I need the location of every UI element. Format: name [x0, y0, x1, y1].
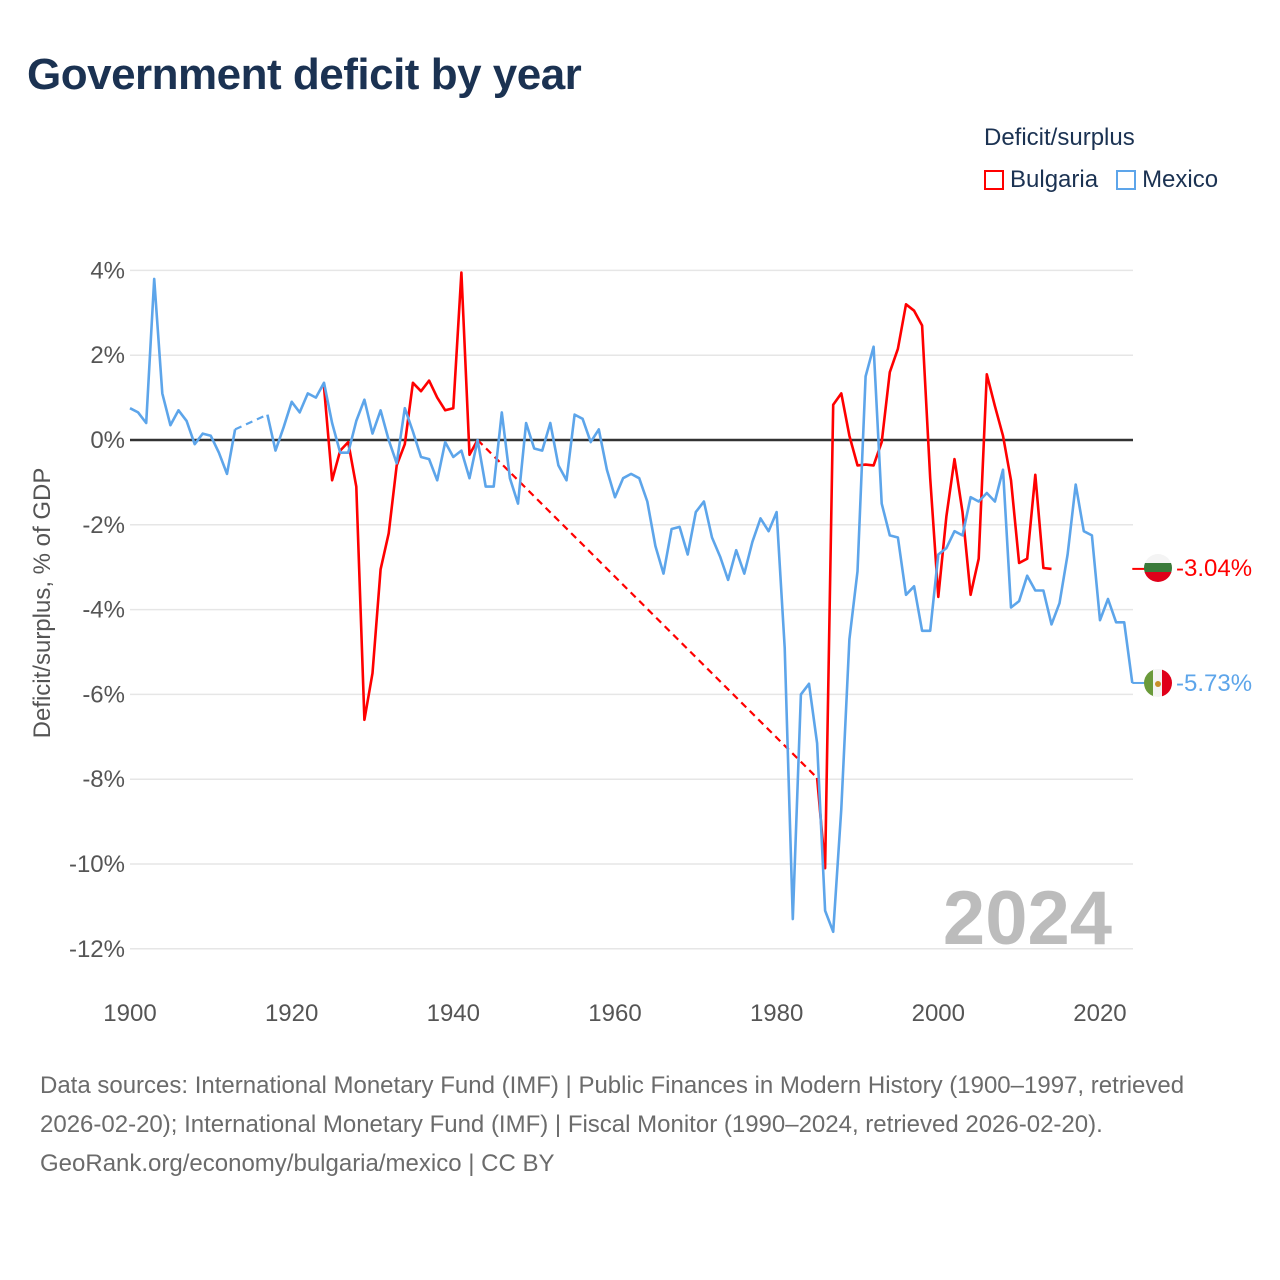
bulgaria-flag — [1144, 554, 1172, 582]
mexico-gap-line — [234, 413, 268, 431]
x-tick-label: 1940 — [427, 1000, 480, 1027]
mexico-line — [129, 277, 1134, 934]
y-tick-label: 4% — [90, 257, 125, 284]
legend-title: Deficit/surplus — [984, 124, 1135, 151]
y-tick-label: 2% — [90, 342, 125, 369]
legend-item-bulgaria[interactable]: Bulgaria — [984, 166, 1098, 194]
x-tick-label: 1920 — [265, 1000, 318, 1027]
x-tick-label: 1960 — [588, 1000, 641, 1027]
y-axis-label: Deficit/surplus, % of GDP — [29, 468, 56, 739]
y-tick-label: 0% — [90, 427, 125, 454]
bulgaria-gap-line — [476, 439, 818, 779]
legend-label-bulgaria: Bulgaria — [1010, 166, 1099, 193]
y-tick-label: -8% — [82, 766, 125, 793]
mexico-flag — [1144, 669, 1172, 697]
y-tick-label: -4% — [82, 597, 125, 624]
legend-swatch-mexico — [1116, 170, 1137, 190]
legend-item-mexico[interactable]: Mexico — [1116, 166, 1218, 194]
series-lines — [129, 271, 1146, 934]
legend-swatch-bulgaria — [984, 170, 1004, 190]
y-tick-label: -6% — [82, 681, 125, 708]
credit-link[interactable]: GeoRank.org/economy/bulgaria/mexico | CC… — [40, 1150, 555, 1177]
chart: 4%2%0%-2%-4%-6%-8%-10%-12% 1900 1920 1940 1… — [29, 257, 1252, 1027]
y-tick-label: -10% — [69, 851, 125, 878]
chart-title: Government deficit by year — [27, 50, 582, 99]
y-tick-label: -2% — [82, 512, 125, 539]
x-tick-label: 2000 — [912, 1000, 965, 1027]
x-tick-label: 1900 — [103, 1000, 156, 1027]
data-sources: Data sources: International Monetary Fun… — [40, 1072, 1185, 1138]
legend-label-mexico: Mexico — [1142, 166, 1219, 193]
legend: Bulgaria Mexico — [984, 166, 1218, 194]
gridlines — [130, 269, 1133, 950]
y-axis-ticks: 4% 2% 0% -2% -4% -6% -8% -10% -12% — [69, 257, 125, 962]
x-tick-label: 1980 — [750, 1000, 803, 1027]
x-tick-label: 2020 — [1073, 1000, 1126, 1027]
x-axis-ticks: 1900 1920 1940 1960 1980 2000 2020 — [103, 1000, 1126, 1027]
y-tick-label: -12% — [69, 936, 125, 963]
footer: Data sources: International Monetary Fun… — [40, 1066, 1250, 1183]
current-year-label: 2024 — [943, 876, 1112, 961]
bulgaria-end-label: -3.04% — [1176, 555, 1252, 582]
mexico-end-label: -5.73% — [1176, 670, 1252, 697]
